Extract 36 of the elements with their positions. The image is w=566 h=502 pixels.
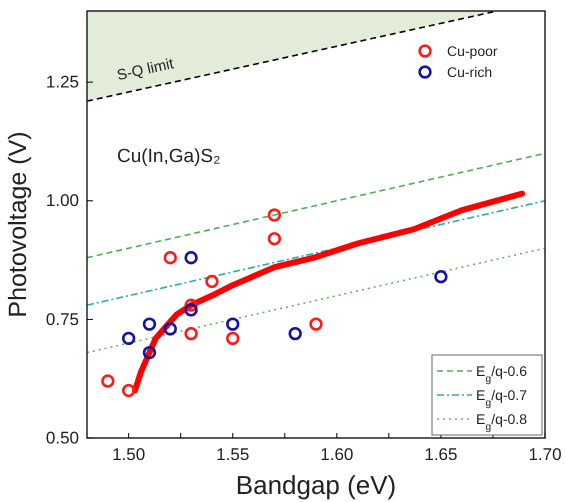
text: S-Q limit: [115, 55, 176, 84]
point: [184, 251, 198, 264]
point: [122, 384, 136, 398]
point: [184, 326, 198, 340]
legend-label: E$_{g}$/q-0.7: [476, 387, 528, 409]
point: [268, 232, 282, 246]
legend-label: E$_{g}$/q-0.8: [476, 411, 528, 433]
legend-label: Cu-poor: [447, 43, 498, 59]
y-axis-title: Photovoltage (V): [4, 131, 32, 318]
x-tick-label: 1.50: [112, 445, 146, 464]
x-tick-label: 1.55: [216, 445, 250, 464]
legend-label: Cu-rich: [447, 64, 492, 80]
point: [164, 322, 177, 336]
point: [122, 332, 136, 346]
x-tick-label: 1.60: [320, 445, 354, 464]
x-axis-title: Bandgap (eV): [236, 470, 396, 500]
legend-label: E$_{g}$/q-0.6: [476, 363, 528, 385]
y-tick-label: 1.00: [46, 191, 79, 210]
point: [288, 326, 302, 340]
y-tick-label: 0.75: [46, 310, 79, 329]
y-tick-label: 1.25: [46, 72, 79, 92]
point: [164, 251, 177, 264]
annotation: Cu(In,Ga)S₂: [117, 146, 220, 167]
point: [309, 317, 323, 331]
point: [142, 317, 156, 331]
point: [205, 274, 219, 288]
point: [101, 374, 114, 388]
point: [268, 208, 282, 222]
point: [184, 303, 198, 317]
y-tick-label: 0.50: [46, 428, 79, 448]
point: [226, 332, 240, 346]
point: [434, 270, 448, 284]
point: [226, 317, 240, 331]
x-tick-label: 1.65: [424, 445, 458, 464]
point: [142, 346, 156, 360]
x-tick-label: 1.70: [528, 445, 562, 464]
